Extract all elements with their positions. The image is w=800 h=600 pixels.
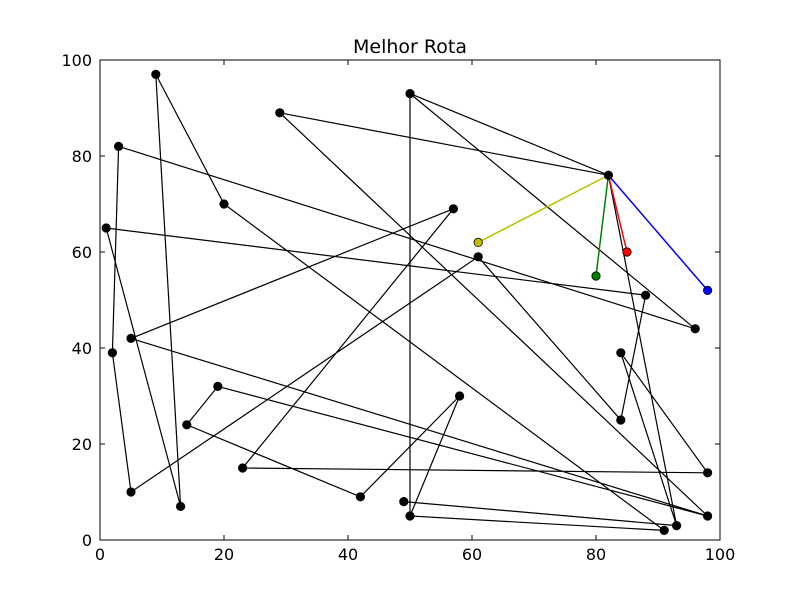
y-tick-label: 20 bbox=[72, 435, 92, 454]
highlight-segment-1 bbox=[477, 174, 609, 244]
plot-frame bbox=[99, 59, 721, 541]
x-tick-label: 100 bbox=[705, 545, 736, 564]
route-point-22 bbox=[355, 492, 365, 502]
y-tick-label: 80 bbox=[72, 147, 92, 166]
route-point-15 bbox=[213, 381, 223, 391]
highlight-lines bbox=[477, 174, 709, 291]
route-point-23 bbox=[399, 496, 409, 507]
highlight-segment-2 bbox=[595, 175, 610, 277]
route-lines bbox=[105, 74, 709, 532]
route-point-18 bbox=[182, 420, 192, 430]
route-point-28 bbox=[659, 525, 669, 536]
highlight-point-1 bbox=[473, 237, 483, 247]
route-point-17 bbox=[616, 415, 626, 425]
route-point-14 bbox=[616, 348, 626, 358]
route-point-20 bbox=[702, 468, 713, 478]
route-point-2 bbox=[405, 89, 415, 99]
highlight-point-3 bbox=[622, 247, 632, 257]
route-point-13 bbox=[107, 348, 118, 358]
y-tick-label: 60 bbox=[72, 243, 92, 262]
route-point-12 bbox=[126, 333, 136, 343]
route-point-1 bbox=[151, 69, 161, 80]
highlight-segment-4 bbox=[607, 174, 709, 291]
highlight-segment-3 bbox=[607, 175, 628, 253]
route-point-25 bbox=[405, 511, 415, 521]
route-point-21 bbox=[126, 487, 136, 497]
route-point-3 bbox=[275, 108, 285, 118]
route-line bbox=[105, 74, 709, 532]
route-point-26 bbox=[702, 511, 713, 521]
route-segment-2 bbox=[403, 501, 677, 527]
route-point-9 bbox=[473, 252, 483, 262]
route-point-19 bbox=[238, 463, 248, 473]
y-tick-label: 40 bbox=[72, 339, 92, 358]
route-points bbox=[101, 69, 713, 536]
route-point-8 bbox=[101, 223, 111, 233]
highlight-point-2 bbox=[591, 271, 601, 281]
route-point-16 bbox=[454, 391, 465, 401]
route-point-27 bbox=[671, 520, 682, 531]
route-point-10 bbox=[640, 290, 651, 300]
y-tick-label: 0 bbox=[82, 531, 92, 550]
route-point-5 bbox=[603, 170, 614, 180]
x-tick-label: 40 bbox=[338, 545, 358, 564]
x-tick-label: 60 bbox=[462, 545, 482, 564]
highlight-point-4 bbox=[702, 285, 713, 295]
x-tick-label: 80 bbox=[586, 545, 606, 564]
route-point-4 bbox=[114, 141, 124, 151]
route-point-6 bbox=[219, 199, 229, 209]
x-tick-label: 0 bbox=[95, 545, 105, 564]
axis-ticks: 0 20 40 60 80 100 0 20 40 60 80 100 bbox=[61, 51, 735, 564]
route-point-11 bbox=[690, 324, 700, 334]
x-tick-label: 20 bbox=[214, 545, 234, 564]
route-point-7 bbox=[448, 204, 458, 214]
y-tick-label: 100 bbox=[61, 51, 92, 70]
chart-title: Melhor Rota bbox=[353, 36, 467, 58]
route-point-24 bbox=[176, 501, 186, 511]
